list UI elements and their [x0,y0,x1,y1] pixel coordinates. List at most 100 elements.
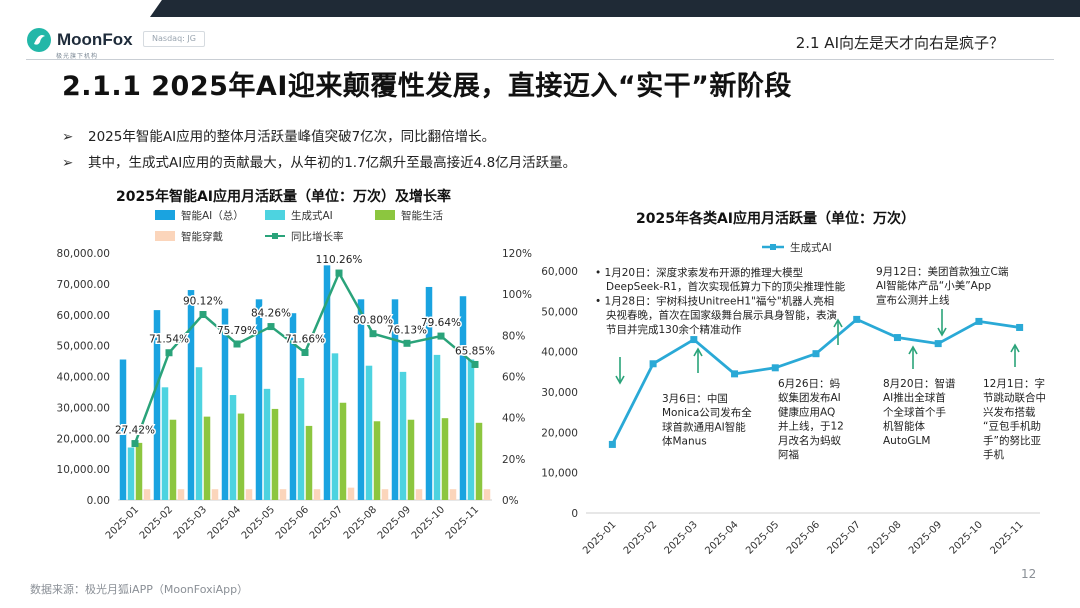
right-line-chart: 生成式AI 0 10,000 20,000 30,000 40,000 50,000 60,0… [541,241,1046,557]
annotation-text: 阿福 [778,448,799,461]
annotation-arrowhead [693,347,703,357]
growth-rate-label: 79.64% [421,317,461,329]
bullet-item: ➢ 2025年智能AI应用的整体月活跃量峰值突破7亿次，同比翻倍增长。 [62,124,576,150]
x-tick-label: 2025-06 [785,519,822,556]
legend-label: 智能生活 [401,209,443,222]
bar [407,419,415,500]
annotation-text: 12月1日：字 [983,377,1045,390]
bar [467,359,475,500]
arrow-bullet-icon: ➢ [62,155,74,171]
bar [289,313,297,500]
y-tick-label: 10,000.00 [57,464,110,476]
gen-ai-marker [853,315,861,323]
annotation-text: 3月6日：中国 [662,392,728,405]
bar [459,296,467,500]
x-tick-label: 2025-11 [444,504,481,541]
bar [365,365,373,500]
annotation-text: AutoGLM [883,435,930,447]
gen-ai-marker [608,440,616,448]
gen-ai-marker [934,340,942,348]
bar [245,489,253,500]
y-tick-label: 40,000 [541,347,578,359]
bullet-list: ➢ 2025年智能AI应用的整体月活跃量峰值突破7亿次，同比翻倍增长。 ➢ 其中… [62,124,576,176]
bar [339,402,347,500]
bar [433,354,441,500]
y-tick-label: 10,000 [541,468,578,480]
bar [483,489,491,500]
legend-label: 智能AI（总） [181,209,244,222]
y2-tick-label: 120% [502,248,532,260]
y-tick-label: 60,000.00 [57,310,110,322]
legend-label: 生成式AI [291,209,333,222]
annotation-text: AI智能体产品“小美”App [876,279,992,292]
annotation-text: 央视春晚，首次在国家级舞台展示具身智能，表演 [606,309,837,322]
annotation-text: 手机 [983,448,1004,461]
arrow-bullet-icon: ➢ [62,129,74,145]
x-tick-label: 2025-01 [104,504,141,541]
bar [255,299,263,500]
top-bar-dark [230,0,1080,17]
bar [331,353,339,500]
annotation-text: 兴发布搭载 [983,405,1036,418]
annotation-text: • 1月28日：宇树科技UnitreeH1"福兮"机器人亮相 [595,294,834,307]
bar [415,489,423,500]
bullet-text: 其中，生成式AI应用的贡献最大，从年初的1.7亿飙升至最高接近4.8亿月活跃量。 [88,155,577,171]
bar [153,310,161,500]
page-number: 12 [1021,567,1037,581]
bar [279,489,287,500]
growth-rate-marker [267,323,275,331]
annotation-text: 蚁集团发布AI [778,391,841,404]
section-title: 2.1 AI向左是天才向右是疯子？ [795,34,1004,52]
growth-rate-label: 71.54% [149,334,189,346]
x-tick-label: 2025-11 [988,519,1025,556]
gen-ai-marker [731,370,739,378]
bar [449,489,457,500]
bar [347,487,355,500]
growth-rate-marker [471,360,479,368]
legend-swatch [265,210,285,220]
y-tick-label: 60,000 [541,266,578,278]
y2-tick-label: 40% [502,413,525,425]
y-tick-label: 0.00 [87,495,110,507]
y-tick-label: 50,000 [541,306,578,318]
annotation-text: 球首款通用AI智能 [662,420,746,433]
annotation-text: 个全球首个手 [883,405,946,418]
bar [441,418,449,500]
right-chart-title: 2025年各类AI应用月活跃量（单位：万次） [636,211,916,227]
growth-rate-marker [131,440,139,448]
y-tick-label: 80,000.00 [57,248,110,260]
bar [263,388,271,500]
growth-rate-label: 65.85% [455,345,495,357]
x-tick-label: 2025-08 [866,519,903,556]
x-tick-label: 2025-10 [948,519,985,556]
annotation-arrowhead [615,375,625,385]
header-divider [26,59,1054,60]
y2-tick-label: 80% [502,330,525,342]
annotation-text: “豆包手机助 [983,420,1041,433]
growth-rate-label: 76.13% [387,324,427,336]
y-tick-label: 20,000 [541,427,578,439]
page-title: 2.1.1 2025年AI迎来颠覆性发展，直接迈入“实干”新阶段 [62,71,792,102]
bullet-item: ➢ 其中，生成式AI应用的贡献最大，从年初的1.7亿飙升至最高接近4.8亿月活跃… [62,150,576,176]
moonfox-logo: MoonFox [26,27,133,53]
y2-tick-label: 20% [502,454,525,466]
bullet-text: 2025年智能AI应用的整体月活跃量峰值突破7亿次，同比翻倍增长。 [88,129,496,145]
annotation-text: AI推出全球首 [883,391,946,404]
y-tick-label: 0 [571,508,578,520]
bar [297,378,305,500]
y-tick-label: 50,000.00 [57,341,110,353]
bar [119,359,127,500]
x-tick-label: 2025-02 [138,504,175,541]
bar [373,421,381,500]
y2-tick-label: 0% [502,495,519,507]
y-tick-label: 40,000.00 [57,372,110,384]
bar [127,447,135,500]
growth-rate-label: 75.79% [217,325,257,337]
bar [399,371,407,500]
annotation-text: 月改名为蚂蚁 [778,434,841,447]
growth-rate-marker [403,339,411,347]
annotation-text: 机智能体 [883,420,925,433]
annotation-text: DeepSeek-R1，首次实现低算力下的顶尖推理性能 [606,280,846,293]
growth-rate-marker [301,348,309,356]
legend-label: 生成式AI [790,241,832,254]
